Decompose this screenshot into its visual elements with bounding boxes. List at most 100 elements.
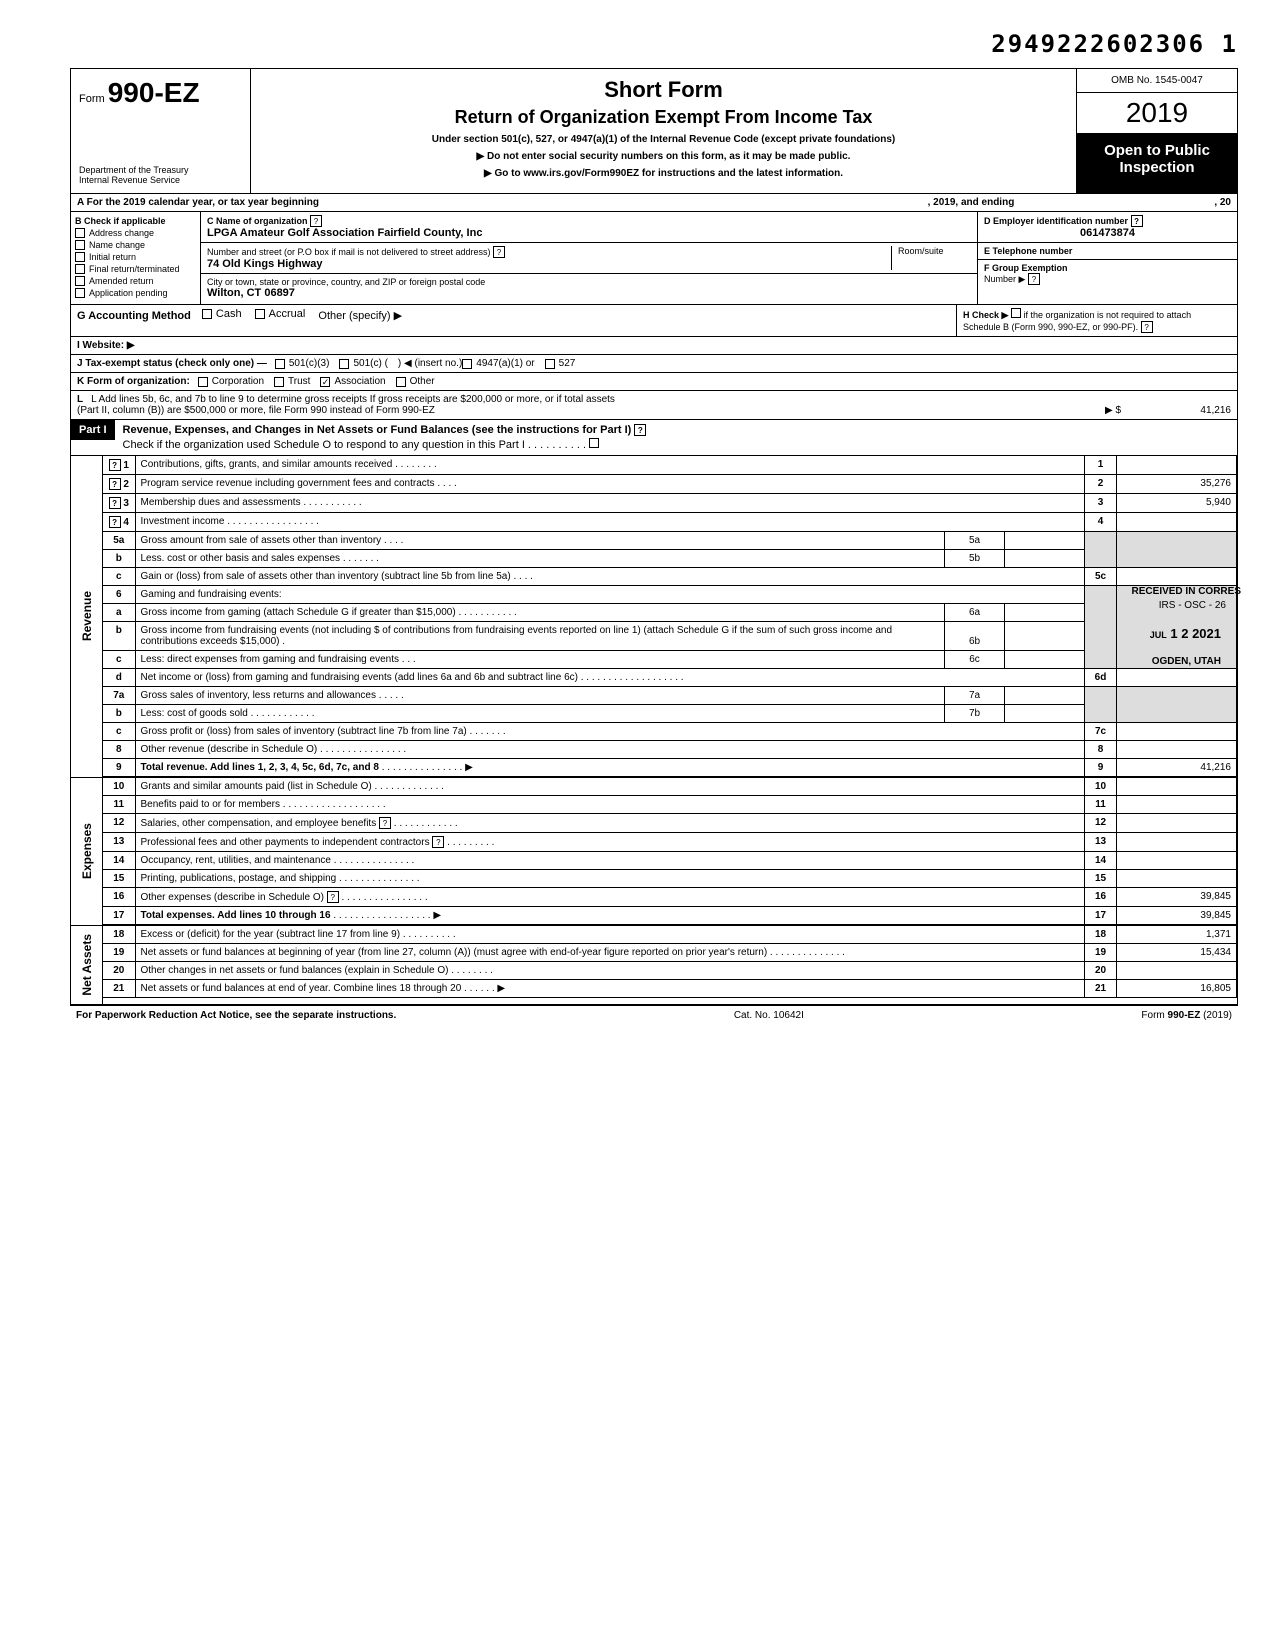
meta-section: G Accounting Method Cash Accrual Other (… [70,305,1238,420]
j-4947: 4947(a)(1) or [476,358,534,369]
expenses-section: Expenses 10 Grants and similar amounts p… [70,778,1238,926]
help-icon: ? [109,459,121,471]
line-8: 8 Other revenue (describe in Schedule O)… [103,741,1237,759]
footer-left: For Paperwork Reduction Act Notice, see … [76,1010,396,1021]
addr-value: 74 Old Kings Highway [207,258,891,270]
row-a-end: , 20 [1214,197,1231,208]
col-c-label: C Name of organization [207,216,308,226]
main-title: Return of Organization Exempt From Incom… [259,107,1068,128]
k-corp: Corporation [212,376,264,387]
help-icon: ? [1131,215,1143,227]
row-a-label: A For the 2019 calendar year, or tax yea… [77,197,319,208]
help-icon: ? [109,478,121,490]
cb-527[interactable] [545,359,555,369]
revenue-label: Revenue [76,583,98,649]
help-icon: ? [1028,273,1040,285]
omb-number: OMB No. 1545-0047 [1077,69,1237,93]
form-number: 990-EZ [108,77,200,108]
line-20: 20 Other changes in net assets or fund b… [103,962,1237,980]
line-21: 21 Net assets or fund balances at end of… [103,980,1237,998]
line-7c: c Gross profit or (loss) from sales of i… [103,723,1237,741]
document-number: 2949222602306 1 [70,30,1238,58]
l-text1: L Add lines 5b, 6c, and 7b to line 9 to … [91,394,615,405]
line-5a: 5a Gross amount from sale of assets othe… [103,532,1237,550]
part1-header-row: Part I Revenue, Expenses, and Changes in… [70,420,1238,456]
g-label: G Accounting Method [77,310,191,322]
line-19: 19 Net assets or fund balances at beginn… [103,944,1237,962]
line-7b: b Less: cost of goods sold . . . . . . .… [103,705,1237,723]
cb-other[interactable] [396,377,406,387]
cb-schedule-b[interactable] [1011,308,1021,318]
footer-mid: Cat. No. 10642I [734,1010,804,1021]
line-12: 12 Salaries, other compensation, and emp… [103,814,1237,833]
cb-final-return[interactable] [75,264,85,274]
cb-cash[interactable] [202,309,212,319]
help-icon: ? [493,246,505,258]
k-other: Other [410,376,435,387]
cb-label-1: Name change [89,240,145,250]
ein-value: 061473874 [984,227,1231,239]
netassets-section: Net Assets 18 Excess or (deficit) for th… [70,926,1238,1005]
form-prefix: Form [79,93,105,105]
help-icon: ? [327,891,339,903]
line-14: 14 Occupancy, rent, utilities, and maint… [103,852,1237,870]
dept-treasury: Department of the Treasury [79,165,242,175]
part1-title: Revenue, Expenses, and Changes in Net As… [123,424,632,436]
cb-501c3[interactable] [275,359,285,369]
netassets-label: Net Assets [76,926,98,1004]
line-1: ? 1 Contributions, gifts, grants, and si… [103,456,1237,475]
cb-address-change[interactable] [75,228,85,238]
cb-label-3: Final return/terminated [89,264,180,274]
line-18: 18 Excess or (deficit) for the year (sub… [103,926,1237,944]
irs-osc-stamp: IRS - OSC - 26 [1159,600,1226,611]
cb-name-change[interactable] [75,240,85,250]
k-trust: Trust [288,376,310,387]
phone-label: E Telephone number [984,246,1231,256]
cb-trust[interactable] [274,377,284,387]
k-label: K Form of organization: [77,376,190,387]
g-accrual: Accrual [269,308,306,320]
part1-check-text: Check if the organization used Schedule … [123,439,525,451]
col-b-header: B Check if applicable [75,216,196,226]
help-icon: ? [1141,321,1153,333]
cb-schedule-o[interactable] [589,438,599,448]
footer: For Paperwork Reduction Act Notice, see … [70,1005,1238,1025]
line-13: 13 Professional fees and other payments … [103,833,1237,852]
short-form-title: Short Form [259,77,1068,103]
line-17: 17 Total expenses. Add lines 10 through … [103,907,1237,925]
j-501c3: 501(c)(3) [289,358,330,369]
cb-accrual[interactable] [255,309,265,319]
j-insert: ) ◀ (insert no.) [398,358,462,369]
line-6b: b Gross income from fundraising events (… [103,622,1237,651]
line-2: ? 2 Program service revenue including go… [103,475,1237,494]
open-public-1: Open to Public [1081,142,1233,159]
l-arrow: ▶ $ [435,405,1121,416]
cb-amended[interactable] [75,276,85,286]
org-name: LPGA Amateur Golf Association Fairfield … [207,227,971,239]
line-6a: a Gross income from gaming (attach Sched… [103,604,1237,622]
cb-corp[interactable] [198,377,208,387]
cb-app-pending[interactable] [75,288,85,298]
expenses-label: Expenses [76,815,98,887]
line-6: 6 Gaming and fundraising events: RECEIVE… [103,586,1237,604]
line-10: 10 Grants and similar amounts paid (list… [103,778,1237,796]
l-text2: (Part II, column (B)) are $500,000 or mo… [77,405,435,416]
line-7a: 7a Gross sales of inventory, less return… [103,687,1237,705]
open-public-2: Inspection [1081,159,1233,176]
cb-4947[interactable] [462,359,472,369]
help-icon: ? [310,215,322,227]
subtitle-1: Under section 501(c), 527, or 4947(a)(1)… [259,134,1068,145]
h-label: H Check ▶ [963,310,1008,320]
info-grid: B Check if applicable Address change Nam… [70,212,1238,305]
group-exemption-number: Number ▶ [984,274,1025,284]
addr-label: Number and street (or P.O box if mail is… [207,247,490,257]
i-label: I Website: ▶ [77,340,135,351]
line-9: 9 Total revenue. Add lines 1, 2, 3, 4, 5… [103,759,1237,777]
revenue-section: Revenue ? 1 Contributions, gifts, grants… [70,456,1238,778]
g-other: Other (specify) ▶ [318,310,402,322]
cb-initial-return[interactable] [75,252,85,262]
cb-assoc[interactable] [320,377,330,387]
help-icon: ? [109,497,121,509]
cb-501c[interactable] [339,359,349,369]
help-icon: ? [634,424,646,436]
